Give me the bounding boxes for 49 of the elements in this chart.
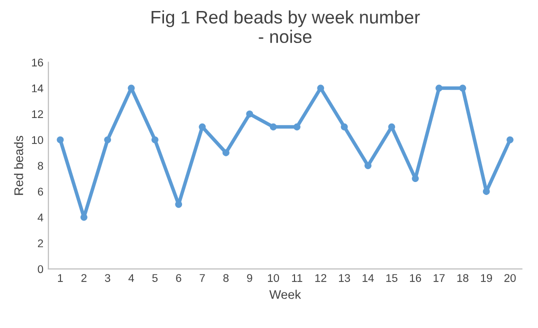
point <box>412 175 419 182</box>
point <box>294 123 300 130</box>
x-tick-label: 3 <box>104 274 110 282</box>
y-tick-label: 6 <box>38 188 44 196</box>
y-tick-label: 0 <box>38 265 44 274</box>
x-tick-label: 14 <box>362 274 374 282</box>
x-tick-label: 9 <box>247 274 252 282</box>
point <box>198 123 206 130</box>
point <box>436 84 442 92</box>
x-tick-label: 17 <box>434 274 445 282</box>
y-tick-label: 16 <box>32 58 44 66</box>
y-tick-label: 8 <box>38 162 44 170</box>
x-tick-label: 16 <box>410 274 422 282</box>
chart-title: Fig 1 Red beads by week number - noise <box>152 10 420 44</box>
x-axis-title: Week <box>269 290 302 299</box>
x-tick-label: 5 <box>152 274 158 282</box>
x-tick-label: 15 <box>386 274 398 282</box>
point <box>364 162 372 170</box>
x-tick-label: 1 <box>58 274 63 282</box>
x-tick-label: 7 <box>200 274 205 282</box>
point <box>506 136 514 144</box>
y-tick-label: 2 <box>38 239 43 248</box>
point <box>340 123 348 130</box>
point <box>175 200 182 208</box>
point <box>317 84 324 92</box>
x-tick-label: 2 <box>81 274 86 282</box>
x-tick-label: 4 <box>128 274 134 282</box>
y-tick-label: 12 <box>32 110 43 118</box>
point <box>80 214 88 221</box>
x-tick-label: 11 <box>292 274 302 282</box>
x-tick-label: 13 <box>338 274 350 282</box>
point <box>222 149 230 156</box>
x-tick-label: 20 <box>504 274 516 282</box>
x-tick-label: 8 <box>223 274 229 282</box>
x-tick-label: 10 <box>268 274 280 282</box>
point <box>459 84 466 92</box>
point <box>151 136 158 144</box>
y-axis-title: Red beads <box>14 136 24 195</box>
x-tick-label: 6 <box>176 274 182 282</box>
x-tick-label: 19 <box>481 274 492 282</box>
point <box>270 123 277 130</box>
y-tick-label: 10 <box>32 136 44 144</box>
x-tick-label: 18 <box>457 274 468 282</box>
point <box>104 136 112 144</box>
point <box>246 110 254 118</box>
y-tick-label: 14 <box>32 84 44 92</box>
point <box>56 136 64 144</box>
x-tick-label: 12 <box>315 274 326 282</box>
y-tick-label: 4 <box>38 214 44 222</box>
